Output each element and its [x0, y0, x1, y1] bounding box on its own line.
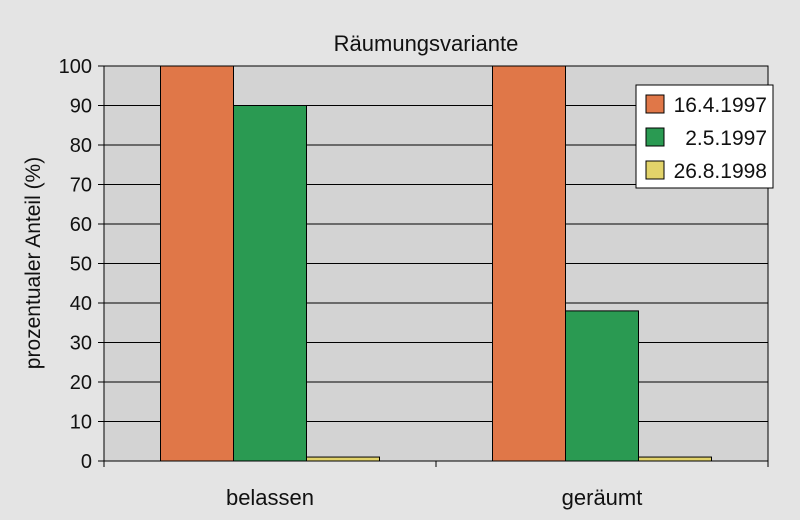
bar-belassen-16.4.1997 [160, 65, 234, 462]
legend-label: 2.5.1997 [685, 127, 767, 150]
legend-label: 26.8.1998 [674, 160, 767, 183]
y-tick-label: 40 [70, 293, 92, 315]
y-tick-label: 100 [59, 56, 92, 78]
bar-geräumt-26.8.1998 [638, 456, 712, 462]
y-tick-label: 30 [70, 333, 92, 355]
y-tick-label: 10 [70, 412, 92, 434]
legend-label: 16.4.1997 [674, 94, 767, 117]
bar-geräumt-16.4.1997 [492, 65, 566, 462]
legend-swatch [645, 127, 665, 147]
y-tick-label: 20 [70, 372, 92, 394]
bars [160, 65, 712, 462]
x-category-labels: belassen geräumt [226, 485, 642, 510]
x-category-label: belassen [226, 485, 314, 510]
y-tick-label: 50 [70, 254, 92, 276]
y-tick-label: 60 [70, 214, 92, 236]
legend: 16.4.1997 2.5.1997 26.8.1998 [635, 84, 774, 189]
legend-swatch [645, 160, 665, 180]
bar-belassen-2.5.1997 [233, 105, 307, 462]
x-category-label: geräumt [562, 485, 643, 510]
legend-swatch [645, 94, 665, 114]
chart-title: Räumungsvariante [334, 31, 519, 56]
bar-geräumt-2.5.1997 [565, 310, 639, 462]
plot-border [103, 65, 769, 462]
y-tick-label: 90 [70, 96, 92, 118]
y-tick-label: 80 [70, 135, 92, 157]
y-axis-label: prozentualer Anteil (%) [22, 157, 45, 369]
y-tick-label: 70 [70, 175, 92, 197]
axes [98, 65, 769, 467]
y-tick-labels: 0 10 20 30 40 50 60 70 80 90 100 [59, 56, 92, 473]
bar-belassen-26.8.1998 [306, 456, 380, 462]
y-tick-label: 0 [81, 451, 92, 473]
